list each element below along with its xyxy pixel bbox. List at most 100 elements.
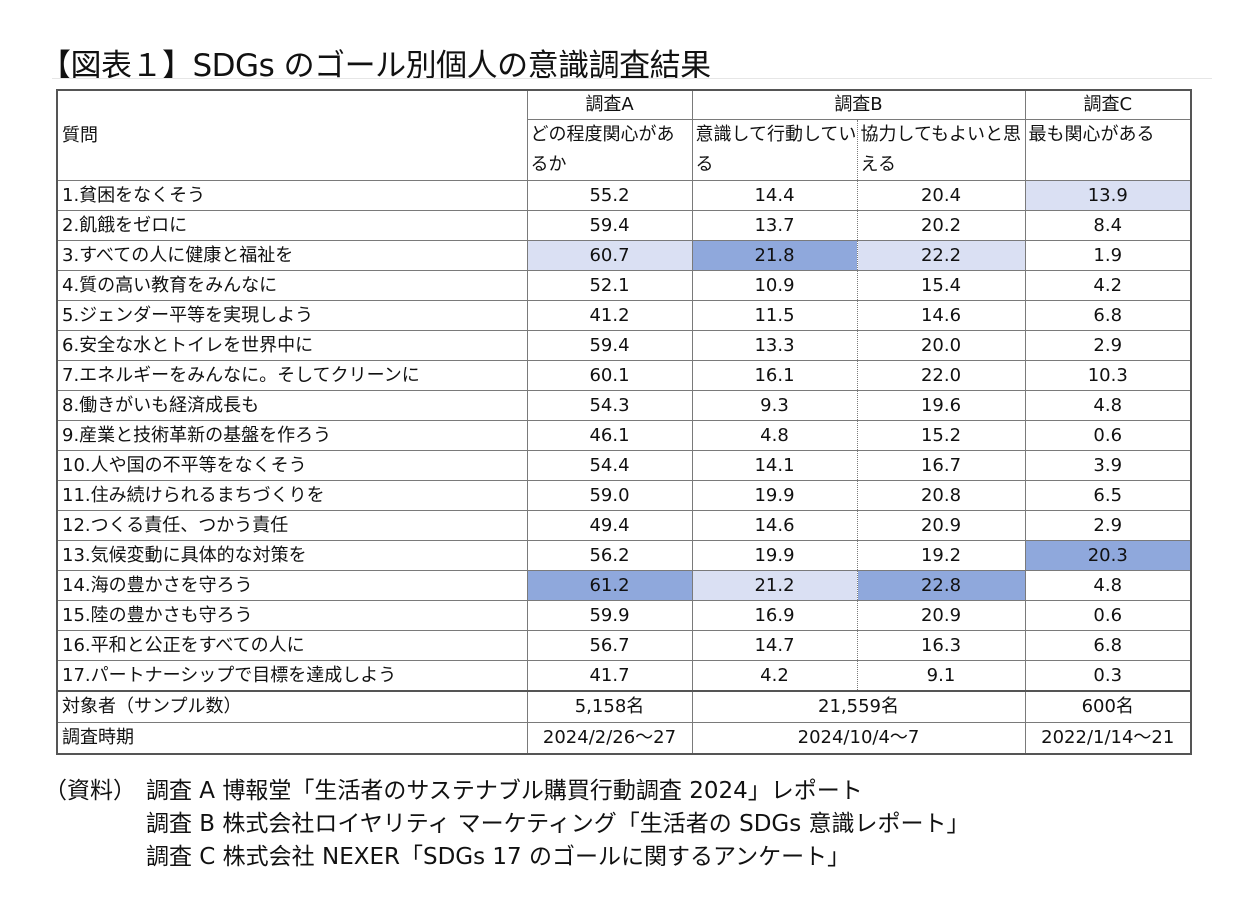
survey-c-value: 8.4	[1024, 210, 1192, 241]
survey-b-action-value: 13.3	[691, 330, 858, 361]
survey-b-cooperate-value: 20.2	[856, 210, 1026, 241]
table-row: 15.陸の豊かさも守ろう 59.9 16.9 20.9 0.6	[56, 600, 1192, 631]
survey-a-value: 41.7	[526, 660, 693, 692]
table-row: 10.人や国の不平等をなくそう 54.4 14.1 16.7 3.9	[56, 450, 1192, 481]
source-line-c: 調査 C 株式会社 NEXER「SDGs 17 のゴールに関するアンケート」	[146, 844, 851, 870]
survey-a-value: 60.7	[526, 240, 693, 271]
survey-b-action-value: 9.3	[691, 390, 858, 421]
survey-c-value: 4.2	[1024, 270, 1192, 301]
question-cell: 2.飢餓をゼロに	[56, 210, 528, 241]
question-cell: 8.働きがいも経済成長も	[56, 390, 528, 421]
question-cell: 4.質の高い教育をみんなに	[56, 270, 528, 301]
question-cell: 7.エネルギーをみんなに。そしてクリーンに	[56, 360, 528, 391]
survey-b-header: 調査B	[691, 89, 1026, 120]
survey-c-value: 6.8	[1024, 300, 1192, 331]
survey-c-value: 6.8	[1024, 630, 1192, 661]
question-cell: 16.平和と公正をすべての人に	[56, 630, 528, 661]
question-cell: 3.すべての人に健康と福祉を	[56, 240, 528, 271]
survey-b-cooperate-value: 9.1	[856, 660, 1026, 692]
survey-c-value: 4.8	[1024, 570, 1192, 601]
question-cell: 10.人や国の不平等をなくそう	[56, 450, 528, 481]
survey-a-value: 56.7	[526, 630, 693, 661]
survey-a-value: 52.1	[526, 270, 693, 301]
survey-period-a: 2024/2/26～27	[526, 722, 693, 755]
survey-b-action-value: 21.2	[691, 570, 858, 601]
survey-b-action-value: 11.5	[691, 300, 858, 331]
survey-b-cooperate-value: 20.8	[856, 480, 1026, 511]
survey-a-column-label: どの程度関心があるか	[526, 119, 693, 181]
survey-a-value: 59.9	[526, 600, 693, 631]
question-cell: 1.貧困をなくそう	[56, 180, 528, 211]
survey-c-value: 0.6	[1024, 420, 1192, 451]
survey-b-cooperate-value: 20.9	[856, 600, 1026, 631]
survey-b-action-value: 10.9	[691, 270, 858, 301]
source-line-a: 調査 A 博報堂「生活者のサステナブル購買行動調査 2024」レポート	[146, 778, 863, 804]
survey-b-cooperate-value: 20.9	[856, 510, 1026, 541]
survey-b-column-label-2: 協力してもよいと思える	[856, 119, 1026, 181]
question-cell: 15.陸の豊かさも守ろう	[56, 600, 528, 631]
survey-b-action-value: 14.1	[691, 450, 858, 481]
table-row: 2.飢餓をゼロに 59.4 13.7 20.2 8.4	[56, 210, 1192, 241]
survey-b-action-value: 16.1	[691, 360, 858, 391]
question-cell: 9.産業と技術革新の基盤を作ろう	[56, 420, 528, 451]
sdgs-survey-table: 質問 調査A 調査B 調査C どの程度関心があるか 意識して行動している 協力し…	[56, 89, 1192, 755]
survey-c-value: 1.9	[1024, 240, 1192, 271]
question-cell: 5.ジェンダー平等を実現しよう	[56, 300, 528, 331]
question-cell: 12.つくる責任、つかう責任	[56, 510, 528, 541]
table-row: 7.エネルギーをみんなに。そしてクリーンに 60.1 16.1 22.0 10.3	[56, 360, 1192, 391]
survey-a-value: 46.1	[526, 420, 693, 451]
survey-b-action-value: 19.9	[691, 480, 858, 511]
source-notes: （資料） 調査 A 博報堂「生活者のサステナブル購買行動調査 2024」レポート …	[44, 775, 970, 874]
survey-b-cooperate-value: 20.4	[856, 180, 1026, 211]
table-row: 5.ジェンダー平等を実現しよう 41.2 11.5 14.6 6.8	[56, 300, 1192, 331]
survey-a-header: 調査A	[526, 89, 693, 120]
sample-size-a: 5,158名	[526, 690, 693, 723]
survey-a-value: 54.4	[526, 450, 693, 481]
source-line-b: 調査 B 株式会社ロイヤリティ マーケティング「生活者の SDGs 意識レポート…	[146, 811, 970, 837]
survey-b-action-value: 21.8	[691, 240, 858, 271]
survey-b-cooperate-value: 14.6	[856, 300, 1026, 331]
survey-b-action-value: 14.7	[691, 630, 858, 661]
table-row: 4.質の高い教育をみんなに 52.1 10.9 15.4 4.2	[56, 270, 1192, 301]
table-row: 11.住み続けられるまちづくりを 59.0 19.9 20.8 6.5	[56, 480, 1192, 511]
survey-a-value: 59.4	[526, 210, 693, 241]
survey-b-action-value: 14.4	[691, 180, 858, 211]
survey-a-value: 59.0	[526, 480, 693, 511]
survey-a-value: 55.2	[526, 180, 693, 211]
survey-c-value: 20.3	[1024, 540, 1192, 571]
survey-a-value: 59.4	[526, 330, 693, 361]
question-cell: 11.住み続けられるまちづくりを	[56, 480, 528, 511]
survey-b-action-value: 4.2	[691, 660, 858, 692]
survey-a-value: 41.2	[526, 300, 693, 331]
title-divider	[52, 78, 1212, 79]
sample-size-label: 対象者（サンプル数）	[56, 690, 528, 723]
survey-c-value: 6.5	[1024, 480, 1192, 511]
survey-a-value: 61.2	[526, 570, 693, 601]
table-row: 16.平和と公正をすべての人に 56.7 14.7 16.3 6.8	[56, 630, 1192, 661]
survey-c-value: 4.8	[1024, 390, 1192, 421]
table-row: 9.産業と技術革新の基盤を作ろう 46.1 4.8 15.2 0.6	[56, 420, 1192, 451]
survey-b-cooperate-value: 19.6	[856, 390, 1026, 421]
survey-c-column-label: 最も関心がある	[1024, 119, 1192, 181]
survey-b-cooperate-value: 22.0	[856, 360, 1026, 391]
survey-c-value: 0.6	[1024, 600, 1192, 631]
survey-period-b: 2024/10/4～7	[691, 722, 1026, 755]
survey-period-label: 調査時期	[56, 722, 528, 755]
question-cell: 14.海の豊かさを守ろう	[56, 570, 528, 601]
question-cell: 17.パートナーシップで目標を達成しよう	[56, 660, 528, 692]
survey-b-cooperate-value: 16.7	[856, 450, 1026, 481]
survey-b-cooperate-value: 22.2	[856, 240, 1026, 271]
survey-b-action-value: 13.7	[691, 210, 858, 241]
survey-c-value: 0.3	[1024, 660, 1192, 692]
survey-c-value: 2.9	[1024, 330, 1192, 361]
survey-a-value: 60.1	[526, 360, 693, 391]
sample-size-b: 21,559名	[691, 690, 1026, 723]
table-row: 8.働きがいも経済成長も 54.3 9.3 19.6 4.8	[56, 390, 1192, 421]
sample-size-c: 600名	[1024, 690, 1192, 723]
survey-b-cooperate-value: 15.4	[856, 270, 1026, 301]
survey-b-cooperate-value: 20.0	[856, 330, 1026, 361]
source-label: （資料）	[44, 778, 136, 804]
table-row: 13.気候変動に具体的な対策を 56.2 19.9 19.2 20.3	[56, 540, 1192, 571]
question-cell: 6.安全な水とトイレを世界中に	[56, 330, 528, 361]
question-cell: 13.気候変動に具体的な対策を	[56, 540, 528, 571]
